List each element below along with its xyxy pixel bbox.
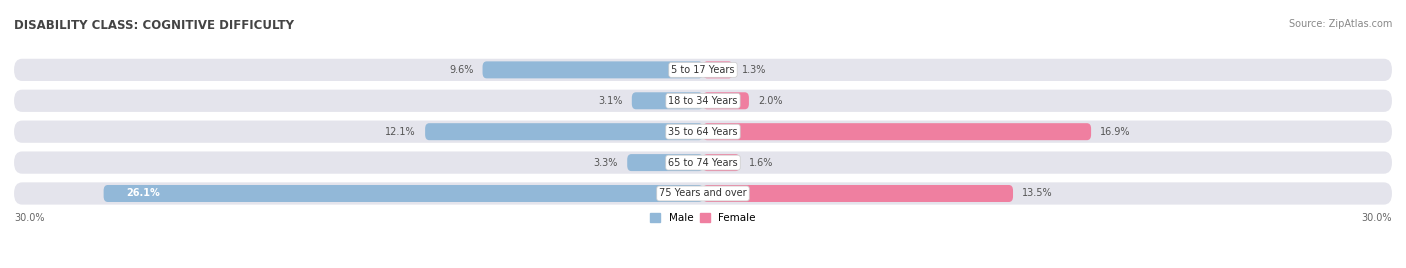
- Text: 3.1%: 3.1%: [598, 96, 623, 106]
- FancyBboxPatch shape: [703, 61, 733, 78]
- Text: 26.1%: 26.1%: [127, 188, 160, 199]
- Text: 35 to 64 Years: 35 to 64 Years: [668, 127, 738, 137]
- FancyBboxPatch shape: [703, 123, 1091, 140]
- FancyBboxPatch shape: [425, 123, 703, 140]
- FancyBboxPatch shape: [703, 154, 740, 171]
- FancyBboxPatch shape: [631, 92, 703, 109]
- Text: 18 to 34 Years: 18 to 34 Years: [668, 96, 738, 106]
- FancyBboxPatch shape: [14, 59, 1392, 81]
- Legend: Male, Female: Male, Female: [650, 213, 756, 223]
- FancyBboxPatch shape: [104, 185, 703, 202]
- Text: 12.1%: 12.1%: [385, 127, 416, 137]
- FancyBboxPatch shape: [482, 61, 703, 78]
- FancyBboxPatch shape: [14, 90, 1392, 112]
- FancyBboxPatch shape: [703, 185, 1012, 202]
- Text: 1.3%: 1.3%: [742, 65, 766, 75]
- FancyBboxPatch shape: [14, 182, 1392, 204]
- Text: 30.0%: 30.0%: [1361, 213, 1392, 223]
- FancyBboxPatch shape: [14, 121, 1392, 143]
- Text: 3.3%: 3.3%: [593, 158, 619, 168]
- Text: 2.0%: 2.0%: [758, 96, 783, 106]
- FancyBboxPatch shape: [703, 92, 749, 109]
- Text: 30.0%: 30.0%: [14, 213, 45, 223]
- Text: 75 Years and over: 75 Years and over: [659, 188, 747, 199]
- Text: 16.9%: 16.9%: [1101, 127, 1130, 137]
- Text: 13.5%: 13.5%: [1022, 188, 1053, 199]
- Text: 5 to 17 Years: 5 to 17 Years: [671, 65, 735, 75]
- Text: DISABILITY CLASS: COGNITIVE DIFFICULTY: DISABILITY CLASS: COGNITIVE DIFFICULTY: [14, 19, 294, 32]
- Text: Source: ZipAtlas.com: Source: ZipAtlas.com: [1288, 19, 1392, 29]
- FancyBboxPatch shape: [14, 151, 1392, 174]
- Text: 9.6%: 9.6%: [449, 65, 474, 75]
- FancyBboxPatch shape: [627, 154, 703, 171]
- Text: 1.6%: 1.6%: [749, 158, 773, 168]
- Text: 65 to 74 Years: 65 to 74 Years: [668, 158, 738, 168]
